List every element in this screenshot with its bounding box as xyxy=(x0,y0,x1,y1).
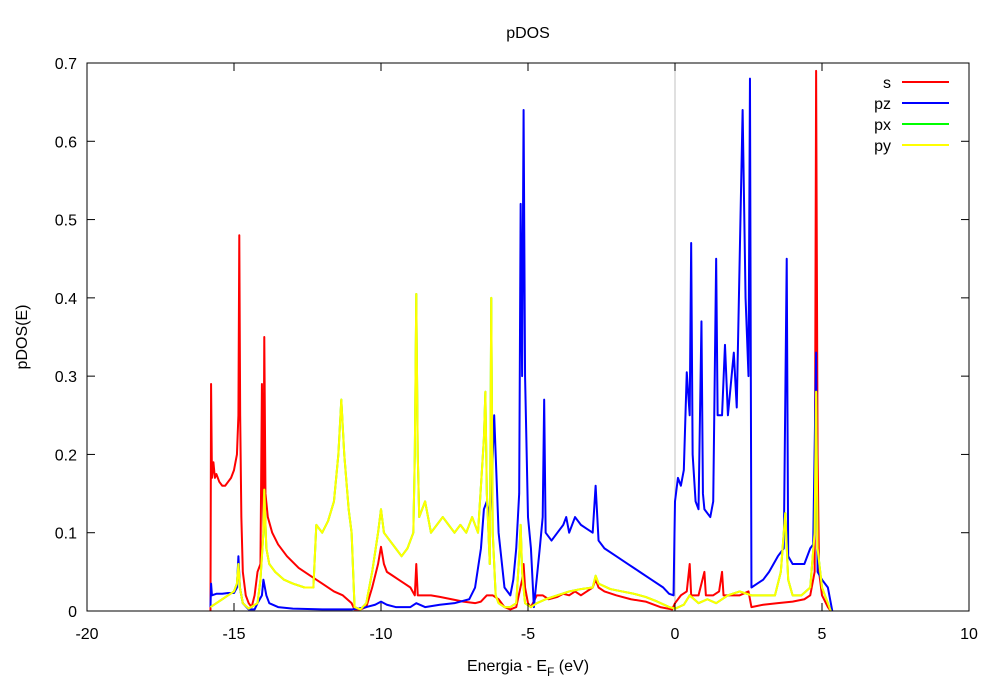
y-tick-label: 0.6 xyxy=(55,134,77,151)
x-axis-title: Energia - EF (eV) xyxy=(467,658,589,679)
x-tick-label: -10 xyxy=(369,626,392,643)
legend-label-px: px xyxy=(874,117,891,134)
y-tick-label: 0.4 xyxy=(55,291,77,308)
y-axis-ticks: 0 0.1 0.2 0.3 0.4 0.5 0.6 0.7 xyxy=(55,56,969,621)
y-tick-label: 0.5 xyxy=(55,213,77,230)
x-tick-label: 0 xyxy=(671,626,680,643)
legend-label-pz: pz xyxy=(874,96,891,113)
y-tick-label: 0.7 xyxy=(55,56,77,73)
series-line-pz xyxy=(209,77,834,612)
y-tick-label: 0.3 xyxy=(55,369,77,386)
series-group xyxy=(209,69,834,612)
y-axis-title: pDOS(E) xyxy=(14,305,31,370)
x-tick-label: -5 xyxy=(521,626,535,643)
legend: s pz px py xyxy=(874,75,949,155)
y-tick-label: 0.2 xyxy=(55,447,77,464)
x-tick-label: 10 xyxy=(960,626,978,643)
legend-label-s: s xyxy=(883,75,891,92)
x-axis-title-subscript: F xyxy=(547,665,554,679)
legend-label-py: py xyxy=(874,138,891,155)
x-axis-title-main: Energia - E xyxy=(467,658,547,675)
y-tick-label: 0 xyxy=(68,604,77,621)
x-axis-ticks: -20 -15 -10 -5 0 5 10 xyxy=(75,63,978,643)
x-tick-label: -15 xyxy=(222,626,245,643)
x-tick-label: 5 xyxy=(818,626,827,643)
series-line-s xyxy=(209,69,832,612)
chart-title: pDOS xyxy=(506,25,550,42)
y-tick-label: 0.1 xyxy=(55,526,77,543)
plot-area: -20 -15 -10 -5 0 5 10 0 0.1 0.2 0.3 0.4 0.5 0.6 0.7 xyxy=(55,56,978,643)
x-axis-title-unit: (eV) xyxy=(554,658,589,675)
x-tick-label: -20 xyxy=(75,626,98,643)
series-line-py xyxy=(209,292,832,612)
